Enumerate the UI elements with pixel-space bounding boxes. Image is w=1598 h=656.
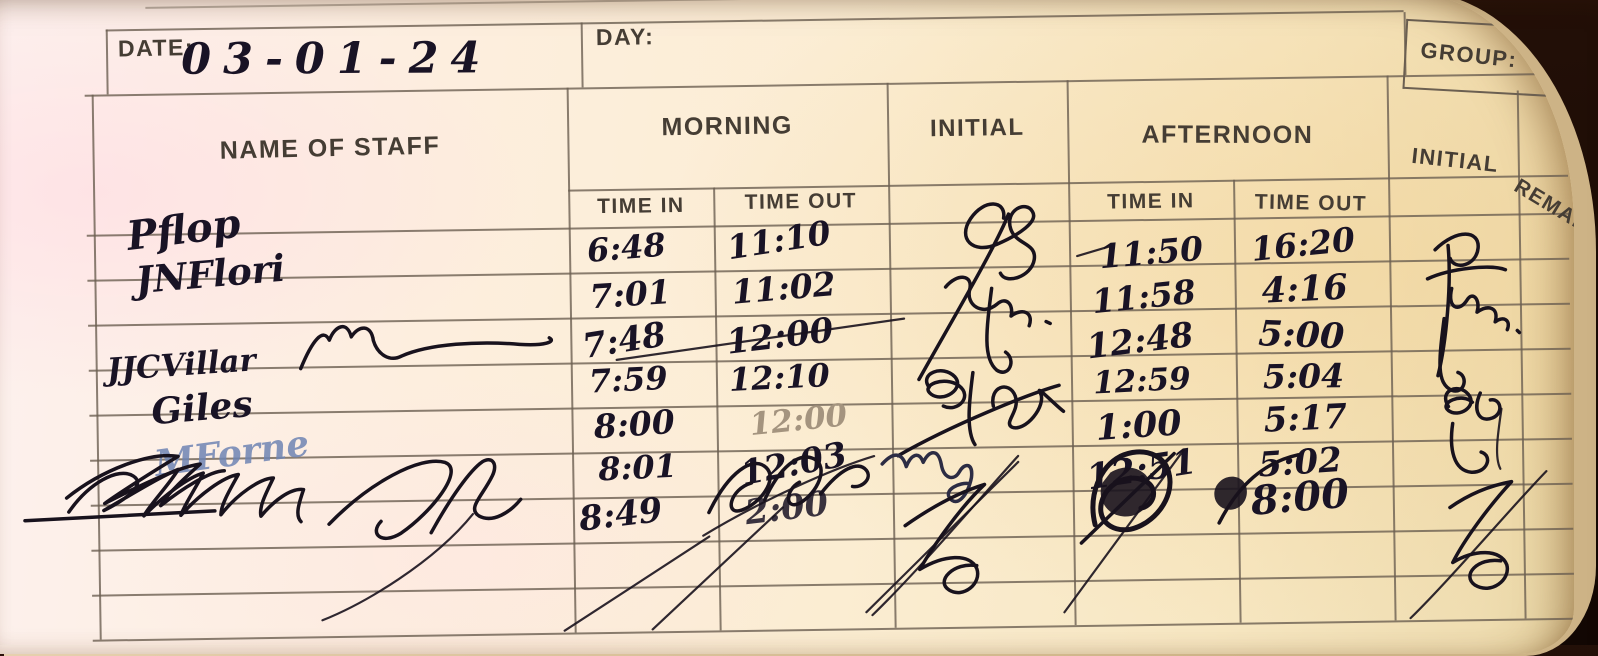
afternoon-time-out: 5:04 [1262, 356, 1345, 397]
staff-name-handwriting: Pflop [124, 199, 243, 260]
time-in-morning-header: TIME IN [596, 193, 685, 219]
morning-time-out: 11:10 [724, 212, 834, 268]
time-out-morning-header: TIME OUT [744, 189, 858, 214]
signature-scribble-afternoon-initial-rows5-6 [1444, 387, 1503, 474]
grid-line [105, 10, 1404, 32]
morning-time-in: 7:48 [579, 314, 669, 367]
grid-line [90, 482, 1573, 507]
group-box: GROUP: [1402, 18, 1561, 98]
signature-scribble-morning-initial-row6 [880, 451, 974, 504]
time-in-afternoon-header: TIME IN [1106, 189, 1195, 214]
afternoon-time-in: 12:48 [1084, 314, 1196, 368]
afternoon-time-out: 4:16 [1260, 266, 1349, 312]
grid-line [92, 617, 1574, 642]
time-out-afternoon-header: TIME OUT [1254, 190, 1368, 216]
signature-scribble-morning-initial-rows1-3 [917, 202, 1052, 382]
initial-afternoon-header: INITIAL [1410, 142, 1501, 178]
morning-time-out: 12:00 [724, 310, 836, 363]
morning-time-out-faint: 12:00 [747, 397, 849, 444]
group-label: GROUP: [1419, 37, 1519, 73]
attendance-sheet: DATE: DAY: GROUP: NAME OF STAFF MORNING … [23, 0, 1574, 642]
morning-time-in: 8:01 [597, 446, 678, 489]
grid-line-vertical [1516, 90, 1527, 619]
morning-time-out: 12:10 [728, 355, 831, 399]
page-top-edge-line [145, 0, 1446, 9]
staff-name-handwriting: JJCVillar [105, 342, 257, 389]
grid-line-vertical [886, 82, 897, 628]
signature-scribble-morning-initial-rows4-5 [896, 369, 1066, 458]
morning-time-in: 8:00 [592, 401, 676, 447]
staff-name-handwriting: MForne [151, 422, 312, 486]
staff-name-handwriting: JNFlori [133, 245, 287, 303]
morning-time-in: 7:01 [588, 272, 672, 317]
grid-line-vertical [1066, 80, 1077, 626]
morning-time-in: 6:48 [585, 225, 668, 270]
signature-scribble-afternoon-initial-rows2-3 [1425, 232, 1522, 393]
morning-time-in: 8:49 [576, 490, 665, 540]
morning-header: MORNING [661, 111, 794, 142]
afternoon-time-out: 5:17 [1262, 396, 1349, 441]
staff-name-handwriting: Giles [149, 382, 255, 434]
date-value-handwriting: 03-01-24 [181, 33, 493, 85]
grid-line-vertical [1233, 179, 1242, 623]
morning-time-in: 7:59 [588, 358, 669, 401]
grid-line [91, 527, 1574, 552]
signature-scribble-afternoon-initial-row7 [1409, 470, 1548, 620]
morning-time-out-overwritten: 2:00 [742, 483, 831, 534]
afternoon-time-out: 5:00 [1257, 313, 1346, 358]
initial-morning-header: INITIAL [929, 113, 1025, 143]
afternoon-time-in: 12:59 [1092, 360, 1192, 402]
grid-line [92, 572, 1574, 597]
date-day-divider [580, 22, 584, 88]
grid-line-vertical [566, 87, 577, 633]
day-label: DAY: [595, 23, 655, 51]
name-of-staff-header: NAME OF STAFF [219, 131, 441, 165]
date-box-left-line [105, 29, 109, 95]
afternoon-time-in: 11:58 [1090, 271, 1198, 322]
afternoon-time-in: 1:00 [1094, 402, 1183, 449]
grid-line-vertical [91, 94, 102, 640]
morning-time-out: 11:02 [730, 264, 838, 312]
afternoon-time-in: 11:50 [1097, 228, 1205, 277]
grid-line [88, 347, 1571, 372]
morning-time-out: 12:03 [737, 434, 851, 495]
afternoon-header: AFTERNOON [1141, 120, 1314, 150]
afternoon-time-out: 16:20 [1249, 219, 1357, 269]
afternoon-time-out-overwritten: 8:00 [1248, 469, 1351, 525]
signature-scribble-name-row3 [298, 325, 553, 371]
grid-line-vertical [713, 187, 722, 631]
